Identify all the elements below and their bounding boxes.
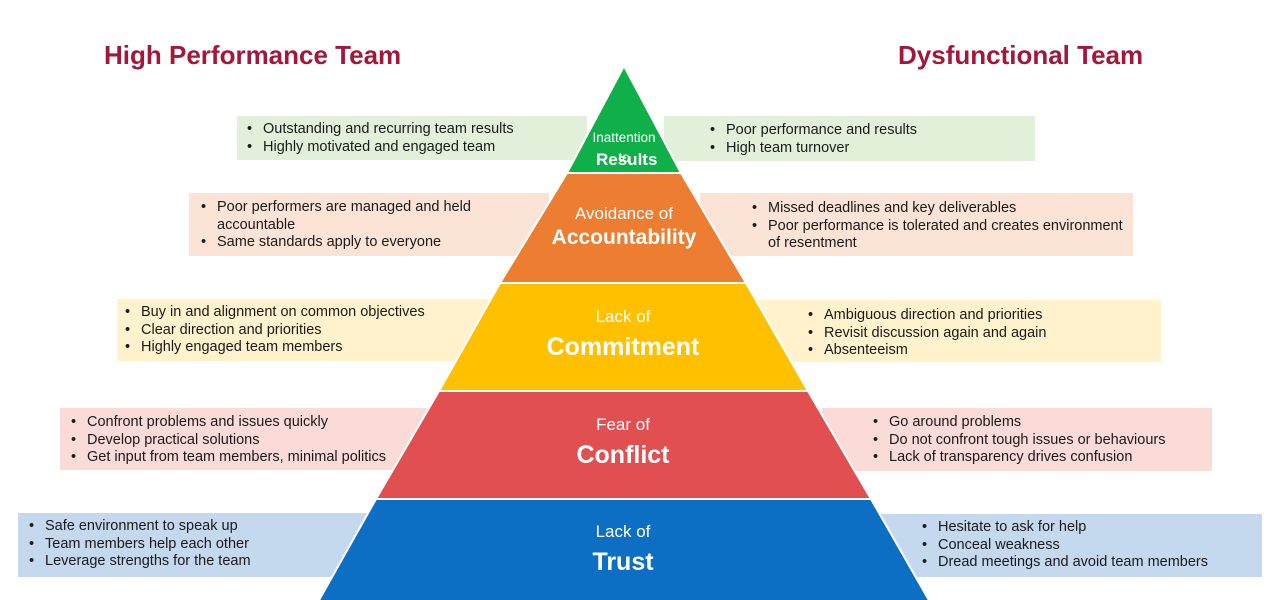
list-item: Clear direction and priorities <box>121 322 485 340</box>
list-item: Develop practical solutions <box>67 432 424 450</box>
conflict-dysfunctional-box: Go around problems Do not confront tough… <box>822 408 1212 471</box>
list-item: Revisit discussion again and again <box>804 325 1153 343</box>
accountability-dysfunctional-box: Missed deadlines and key deliverables Po… <box>700 193 1133 256</box>
commitment-label: Lack of Commitment <box>523 307 723 363</box>
accountability-label: Avoidance of Accountability <box>524 204 724 252</box>
results-label-small: Inattention to <box>592 130 656 165</box>
list-item: Leverage strengths for the team <box>25 553 373 571</box>
list-item: Missed deadlines and key deliverables <box>748 200 1125 218</box>
list-item: Team members help each other <box>25 536 373 554</box>
accountability-high-performance-box: Poor performers are managed and held acc… <box>189 193 549 256</box>
trust-dysfunctional-box: Hesitate to ask for help Conceal weaknes… <box>880 514 1262 577</box>
list-item: Highly motivated and engaged team <box>243 139 579 157</box>
list-item: Ambiguous direction and priorities <box>804 307 1153 325</box>
commitment-label-small: Lack of <box>595 307 651 326</box>
trust-high-performance-box: Safe environment to speak up Team member… <box>18 513 381 577</box>
accountability-label-small: Avoidance of <box>575 204 673 223</box>
list-item: Lack of transparency drives confusion <box>869 449 1204 467</box>
results-label: Inattention to Results <box>564 128 684 168</box>
list-item: High team turnover <box>706 140 1027 158</box>
conflict-label: Fear of Conflict <box>523 415 723 471</box>
list-item: Outstanding and recurring team results <box>243 121 579 139</box>
results-label-big-text: Results <box>596 150 658 169</box>
trust-label-big: Trust <box>592 548 654 576</box>
conflict-label-big: Conflict <box>576 441 670 469</box>
list-item: Confront problems and issues quickly <box>67 414 424 432</box>
list-item: Poor performance is tolerated and create… <box>748 218 1125 253</box>
commitment-dysfunctional-box: Ambiguous direction and priorities Revis… <box>757 300 1161 362</box>
list-item: Poor performance and results <box>706 122 1027 140</box>
list-item: Safe environment to speak up <box>25 518 373 536</box>
conflict-high-performance-box: Confront problems and issues quickly Dev… <box>60 408 432 470</box>
accountability-label-big: Accountability <box>551 226 697 249</box>
commitment-high-performance-box: Buy in and alignment on common objective… <box>117 299 493 361</box>
list-item: Get input from team members, minimal pol… <box>67 449 424 467</box>
results-label-big-visible: Results <box>596 150 668 170</box>
list-item: Buy in and alignment on common objective… <box>121 304 485 322</box>
commitment-label-big: Commitment <box>546 333 700 361</box>
list-item: Go around problems <box>869 414 1204 432</box>
high-performance-heading: High Performance Team <box>104 40 402 70</box>
list-item: Absenteeism <box>804 342 1153 360</box>
list-item: Highly engaged team members <box>121 339 485 357</box>
list-item: Conceal weakness <box>918 537 1254 555</box>
results-dysfunctional-box: Poor performance and results High team t… <box>664 116 1035 161</box>
list-item: Same standards apply to everyone <box>197 234 541 252</box>
list-item: Hesitate to ask for help <box>918 519 1254 537</box>
pyramid-tier-trust <box>317 498 931 600</box>
results-high-performance-box: Outstanding and recurring team results H… <box>237 116 587 160</box>
dysfunctional-heading: Dysfunctional Team <box>898 40 1144 70</box>
list-item: Dread meetings and avoid team members <box>918 554 1254 572</box>
trust-label-small: Lack of <box>595 522 651 541</box>
trust-label: Lack of Trust <box>523 522 723 578</box>
list-item: Poor performers are managed and held acc… <box>197 199 541 234</box>
list-item: Do not confront tough issues or behaviou… <box>869 432 1204 450</box>
conflict-label-small: Fear of <box>596 415 650 434</box>
